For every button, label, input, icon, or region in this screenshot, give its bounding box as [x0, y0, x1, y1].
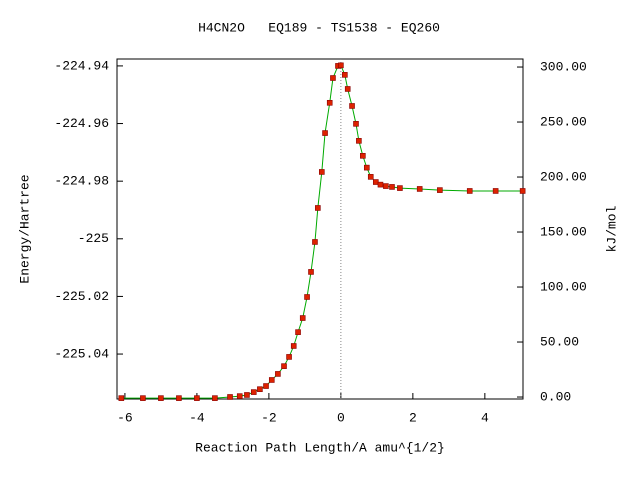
point	[322, 130, 328, 136]
x-tick-label: 4	[481, 410, 489, 425]
point	[397, 185, 403, 191]
point	[257, 386, 263, 393]
point	[389, 184, 395, 190]
point	[315, 205, 321, 211]
point	[372, 179, 379, 185]
point	[194, 395, 200, 401]
point	[286, 354, 292, 360]
point	[263, 383, 269, 389]
x-tick-label: 2	[409, 410, 417, 425]
point	[416, 186, 423, 192]
plot-frame	[116, 58, 524, 400]
y-tick-label: -224.94	[54, 58, 109, 73]
point	[244, 392, 250, 398]
y-tick-label: -224.98	[54, 174, 109, 189]
point	[250, 389, 257, 395]
x-axis-label: Reaction Path Length/A amu^{1/2}	[195, 440, 445, 455]
point	[367, 174, 374, 180]
point	[466, 188, 473, 194]
point	[318, 169, 325, 175]
point	[437, 187, 443, 193]
point	[519, 188, 526, 194]
y2-axis-label: kJ/mol	[604, 205, 619, 252]
point	[290, 343, 297, 349]
point	[326, 99, 333, 106]
point	[356, 138, 362, 144]
y-tick-label: -225.04	[54, 346, 109, 361]
y2-tick-label: 50.00	[540, 334, 579, 349]
point	[275, 371, 281, 377]
x-tick-label: -4	[189, 410, 205, 425]
y2-tick-label: 150.00	[540, 224, 587, 239]
x-tick-label: -2	[261, 410, 277, 425]
point	[342, 72, 348, 78]
point	[212, 395, 218, 401]
y2-tick-label: 300.00	[540, 59, 587, 74]
x-tick-label: 0	[337, 410, 345, 425]
point	[140, 395, 146, 401]
chart-title: H4CN2O EQ189 - TS1538 - EQ260	[198, 20, 440, 35]
y2-tick-label: 0.00	[540, 389, 571, 404]
point	[338, 62, 344, 69]
point	[330, 75, 336, 81]
point	[349, 103, 355, 109]
point	[295, 329, 301, 335]
y-tick-label: -224.96	[54, 116, 109, 131]
y-tick-label: -225.02	[54, 289, 109, 304]
y-tick-label: -225	[78, 231, 109, 246]
point	[360, 153, 366, 159]
point	[344, 86, 351, 92]
point	[176, 395, 182, 401]
point	[363, 164, 370, 171]
y2-tick-label: 100.00	[540, 279, 587, 294]
point	[299, 315, 306, 321]
x-tick-label: -6	[117, 410, 133, 425]
point	[304, 294, 310, 300]
point	[492, 188, 499, 194]
point	[312, 239, 318, 245]
point	[281, 363, 287, 369]
point	[308, 269, 314, 275]
point	[377, 181, 384, 188]
y2-tick-label: 200.00	[540, 169, 587, 184]
point	[236, 393, 243, 399]
point	[268, 377, 275, 383]
y-axis-label: Energy/Hartree	[17, 174, 32, 283]
point	[227, 394, 233, 400]
point	[118, 395, 125, 401]
point	[383, 183, 389, 189]
y2-tick-label: 250.00	[540, 114, 587, 129]
point	[158, 395, 164, 401]
point	[353, 121, 359, 127]
